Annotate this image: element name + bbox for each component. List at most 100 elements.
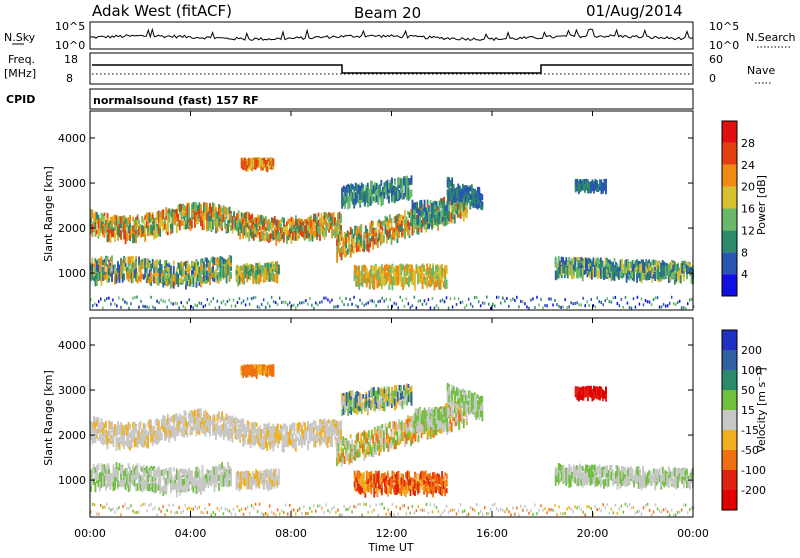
echo-cell [438, 307, 440, 310]
echo-cell [602, 269, 604, 278]
echo-cell [361, 192, 363, 200]
echo-cell [98, 300, 100, 303]
echo-cell [160, 298, 162, 301]
echo-cell [633, 273, 635, 282]
echo-cell [269, 305, 271, 308]
echo-cell [164, 300, 166, 303]
echo-cell [159, 228, 161, 237]
echo-cell [99, 258, 101, 268]
echo-cell [319, 301, 321, 304]
echo-cell [347, 303, 349, 306]
echo-cell [220, 417, 222, 423]
beam-title: Beam 20 [354, 4, 421, 22]
echo-cell [110, 303, 112, 306]
echo-cell [318, 213, 320, 217]
echo-cell [390, 298, 392, 301]
echo-cell [414, 281, 416, 291]
echo-cell [589, 304, 591, 307]
echo-cell [102, 306, 104, 309]
echo-cell [572, 302, 574, 305]
echo-cell [301, 301, 303, 304]
echo-cell [400, 179, 402, 188]
echo-cell [500, 302, 502, 305]
echo-cell [299, 302, 301, 305]
echo-cell [602, 184, 604, 189]
echo-cell [642, 273, 644, 280]
echo-cell [649, 301, 651, 304]
echo-cell [400, 296, 402, 299]
echo-cell [422, 303, 424, 306]
echo-cell [321, 226, 323, 235]
echo-cell [582, 261, 584, 265]
echo-cell [683, 273, 685, 281]
echo-cell [119, 437, 121, 443]
echo-cell [394, 302, 396, 305]
echo-cell [260, 265, 262, 270]
echo-cell [424, 299, 426, 302]
echo-cell [153, 426, 155, 431]
echo-cell [623, 306, 625, 309]
echo-cell [619, 304, 621, 307]
echo-cell [671, 296, 673, 299]
echo-cell [512, 297, 514, 300]
echo-cell [536, 296, 538, 299]
echo-cell [305, 299, 307, 302]
echo-cell [582, 269, 584, 275]
echo-cell [303, 301, 305, 304]
echo-cell [225, 303, 227, 306]
echo-cell [683, 306, 685, 309]
echo-cell [381, 266, 383, 274]
echo-cell [193, 306, 195, 309]
echo-cell [140, 228, 142, 238]
echo-cell [528, 307, 530, 310]
echo-cell [355, 304, 357, 307]
freq-panel-frame [90, 53, 693, 84]
echo-cell [99, 423, 101, 432]
echo-cell [440, 211, 442, 220]
echo-cell [260, 230, 262, 239]
echo-cell [217, 300, 219, 303]
echo-cell [574, 302, 576, 305]
echo-cell [205, 304, 207, 307]
freq-tick-top: 18 [64, 53, 78, 66]
echo-cell [480, 304, 482, 307]
echo-cell [635, 306, 637, 309]
echo-cell [481, 194, 483, 200]
echo-cell [277, 303, 279, 306]
echo-cell [124, 301, 126, 304]
echo-cell [436, 304, 438, 307]
echo-cell [223, 300, 225, 303]
echo-cell [506, 297, 508, 300]
nsky-trace [90, 29, 693, 40]
freq-tick-bottom: 8 [66, 72, 73, 85]
echo-cell [158, 420, 160, 428]
echo-cell [532, 297, 534, 300]
echo-cell [408, 281, 410, 287]
echo-cell [285, 301, 287, 304]
echo-cell [680, 275, 682, 283]
echo-cell [373, 301, 375, 304]
echo-cell [617, 302, 619, 305]
echo-cell [582, 179, 584, 186]
echo-cell [340, 214, 342, 223]
echo-cell [484, 302, 486, 305]
echo-cell [251, 297, 253, 300]
echo-cell [380, 180, 382, 186]
echo-cell [576, 301, 578, 304]
echo-cell [257, 305, 259, 308]
echo-cell [361, 302, 363, 305]
echo-cell [321, 300, 323, 303]
echo-cell [170, 302, 172, 305]
echo-cell [106, 297, 108, 300]
echo-cell [432, 297, 434, 300]
echo-cell [187, 430, 189, 435]
echo-cell [188, 206, 190, 211]
echo-cell [504, 300, 506, 303]
echo-cell [546, 304, 548, 307]
echo-cell [219, 306, 221, 309]
echo-cell [591, 298, 593, 301]
echo-cell [522, 300, 524, 303]
echo-cell [353, 296, 355, 299]
echo-cell [677, 301, 679, 304]
echo-cell [144, 228, 146, 234]
